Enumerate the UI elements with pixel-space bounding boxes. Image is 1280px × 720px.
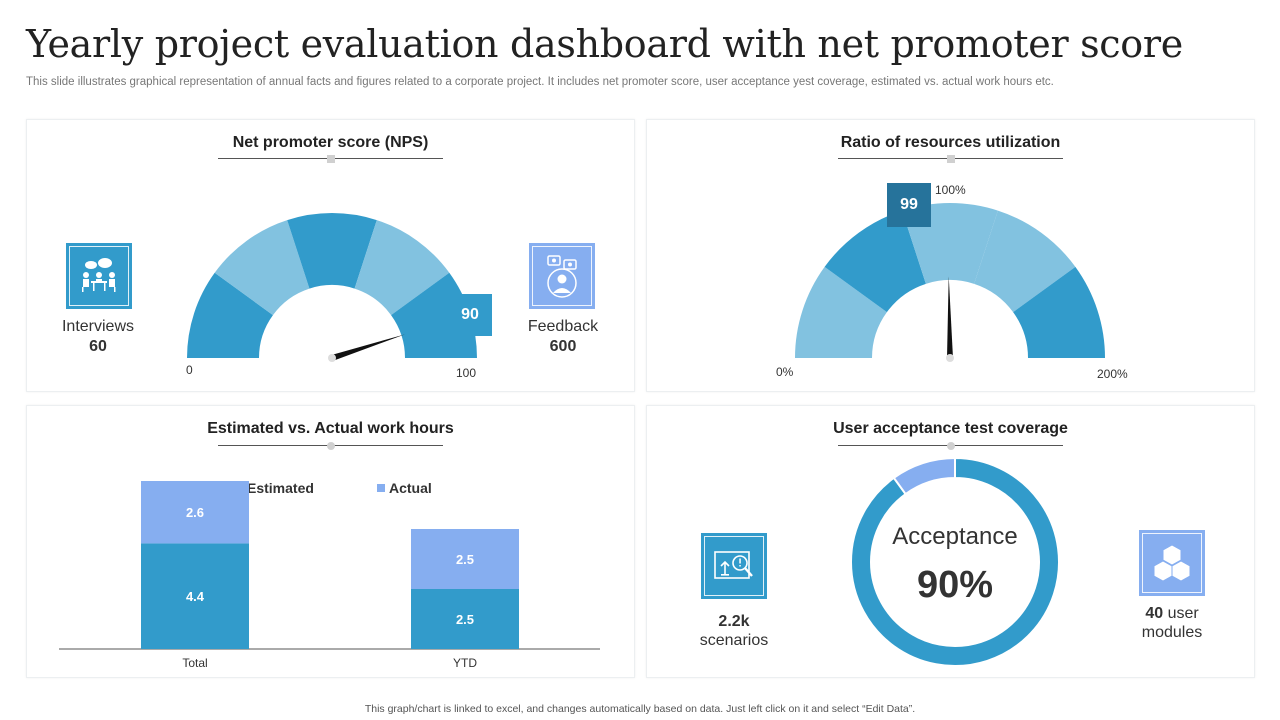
scenarios-value: 2.2k [718,613,750,630]
scenarios-label: scenarios [699,632,769,649]
legend-actual-label: Actual [389,480,432,496]
interviews-label: Interviews [61,318,135,335]
legend-actual: Actual [377,480,432,496]
resources-title: Ratio of resources utilization [840,134,1061,151]
resources-max-label: 200% [1097,367,1128,381]
feedback-icon [547,255,577,298]
nps-gauge-segment-4 [354,220,450,316]
nps-title-marker [327,155,335,163]
interviews-icon-tile [66,243,132,309]
donut-slice-acceptance [850,456,1060,667]
donut-center-label: Acceptance [892,523,1018,550]
data-label-actual-ytd: 2.5 [456,552,474,567]
resources-gauge [795,203,1105,362]
resources-title-marker [947,155,955,163]
page-title: Yearly project evaluation dashboard with… [26,22,1183,66]
nps-max-label: 100 [456,366,477,380]
search-scenario-icon [714,551,753,579]
modules-value: 40 [1145,605,1164,622]
uat-title: User acceptance test coverage [833,420,1068,437]
uat-title-marker [947,442,955,450]
hours-bar-chart: 4.4 2.6 Total 2.5 2.5 YTD [59,481,600,670]
donut-slice-remaining [892,456,956,496]
hours-title: Estimated vs. Actual work hours [207,420,454,437]
modules-icon-tile [1139,530,1205,596]
resources-panel: Ratio of resources utilization 99 100% 0… [646,119,1255,392]
legend-estimated-label: Estimated [247,480,314,496]
bar-actual-ytd [411,529,519,589]
nps-gauge-segment-3 [287,213,377,289]
modules-icon [1153,544,1191,582]
modules-label-line2: modules [1141,624,1203,641]
nps-gauge [187,213,477,362]
resources-gauge-needle-pivot [946,354,954,362]
nps-gauge-needle-pivot [328,354,336,362]
modules-label-suffix: user [1167,605,1199,622]
meeting-icon [82,258,116,292]
page-subtitle: This slide illustrates graphical represe… [26,76,1054,88]
modules-label: 40 user modules [1119,604,1225,642]
feedback-icon-tile [529,243,595,309]
donut-center-value: 90% [916,564,994,606]
bar-estimated-ytd [411,589,519,649]
resources-gauge-segment-5 [1013,266,1105,358]
hours-title-marker [327,442,335,450]
resources-gauge-segment-4 [974,210,1076,313]
data-label-actual-total: 2.6 [186,505,204,520]
resources-gauge-segment-1 [795,266,887,358]
resources-value-badge: 99 [887,183,931,227]
nps-gauge-segment-2 [214,220,310,316]
bar-estimated-total [141,543,249,649]
data-label-estimated-ytd: 2.5 [456,612,474,627]
data-label-estimated-total: 4.4 [186,589,205,604]
legend-actual-swatch [377,484,385,492]
nps-min-label: 0 [186,363,193,377]
resources-gauge-segment-2 [824,210,926,313]
resources-min-label: 0% [776,365,794,379]
uat-panel: User acceptance test coverage Acceptance… [646,405,1255,678]
uat-donut-chart [850,456,1060,667]
nps-panel: Net promoter score (NPS) 90 0 100 [26,119,635,392]
nps-title: Net promoter score (NPS) [232,134,429,151]
feedback-label: Feedback [527,318,599,335]
bar-actual-total [141,481,249,544]
nps-value-badge: 90 [448,294,492,336]
footer-note: This graph/chart is linked to excel, and… [364,703,916,715]
x-tick-label-total: Total [182,656,207,670]
resources-mid-label: 100% [935,183,966,197]
nps-gauge-segment-1 [187,272,273,358]
scenarios-icon-tile [701,533,767,599]
hours-panel: Estimated vs. Actual work hours Estimate… [26,405,635,678]
x-tick-label-ytd: YTD [453,656,477,670]
nps-gauge-needle [331,334,405,361]
resources-gauge-needle [947,276,953,359]
interviews-value: 60 [89,338,107,355]
feedback-value: 600 [549,338,577,355]
